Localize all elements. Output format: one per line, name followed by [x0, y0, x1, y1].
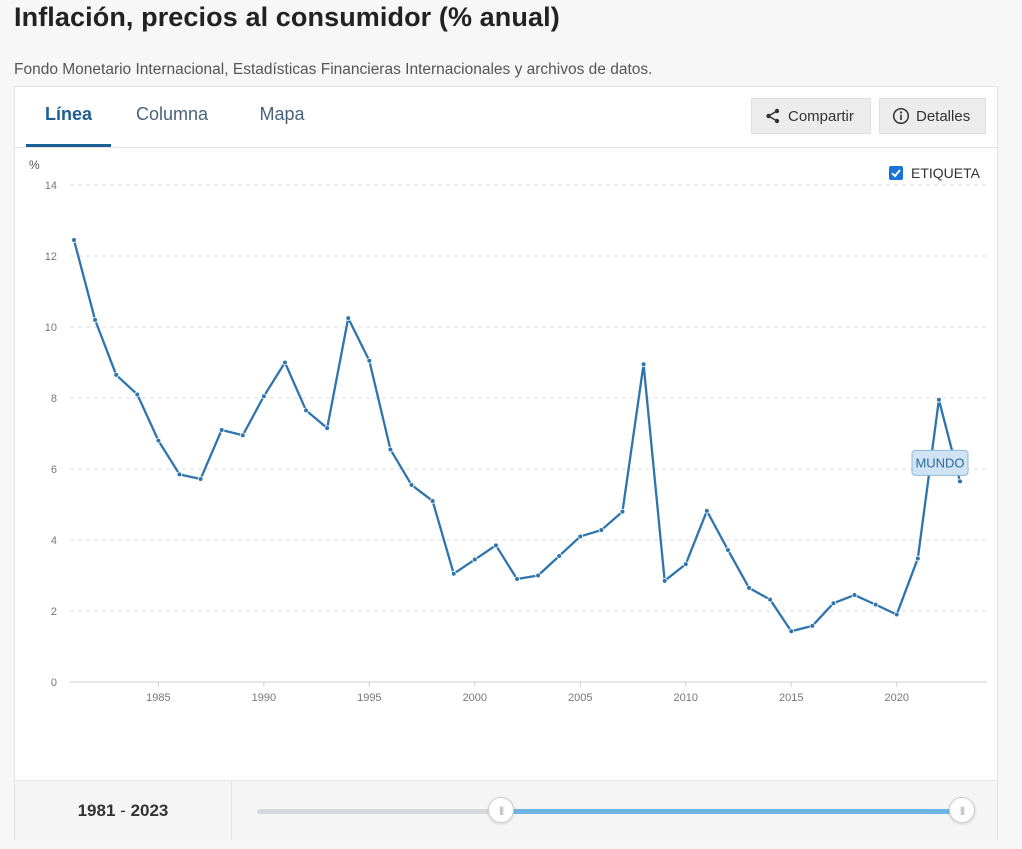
data-point: [282, 359, 288, 366]
info-icon: [892, 107, 910, 125]
data-point: [387, 446, 394, 453]
data-point: [725, 547, 731, 553]
data-point: [134, 391, 141, 398]
label-checkbox[interactable]: [889, 166, 903, 180]
data-point: [450, 570, 457, 577]
range-separator: -: [120, 801, 126, 820]
data-point: [261, 393, 267, 400]
data-point: [324, 425, 330, 431]
chart-card: Línea Columna Mapa Compartir: [14, 86, 998, 840]
data-point: [788, 628, 795, 635]
data-point: [577, 533, 584, 540]
x-tick-label: 2005: [568, 692, 592, 704]
y-tick-label: 6: [51, 464, 57, 476]
range-footer: 1981 - 2023 ||| |||: [15, 780, 997, 840]
tab-line[interactable]: Línea: [26, 87, 111, 147]
data-point: [661, 578, 668, 584]
share-button[interactable]: Compartir: [751, 98, 871, 134]
line-chart: % 0 2 4 6 8 10 12 14 1985 1990 1995 2000 2005 2010 2015…: [29, 158, 987, 704]
data-point: [640, 361, 647, 368]
data-point: [303, 407, 309, 414]
share-icon: [764, 107, 782, 125]
y-tick-label: 0: [51, 677, 57, 689]
data-point: [71, 237, 77, 243]
data-point: [176, 471, 183, 478]
range-handle-end[interactable]: |||: [949, 797, 975, 823]
data-point: [366, 357, 373, 364]
data-point: [429, 498, 436, 504]
data-point: [514, 576, 520, 582]
x-tick-label: 1995: [357, 692, 381, 704]
y-tick-label: 10: [45, 322, 57, 334]
data-point: [767, 596, 773, 603]
data-point: [345, 315, 352, 321]
data-point: [851, 592, 858, 598]
tab-map[interactable]: Mapa: [259, 104, 305, 124]
data-point: [809, 623, 816, 629]
data-point: [556, 553, 562, 559]
x-tick-label: 1985: [146, 692, 170, 704]
data-point: [872, 601, 879, 608]
details-label: Detalles: [916, 107, 971, 125]
range-start: 1981: [77, 801, 116, 820]
data-point: [408, 482, 415, 488]
data-point: [197, 476, 204, 482]
data-point: [915, 555, 921, 562]
y-tick-label: 12: [45, 251, 57, 263]
data-point: [92, 317, 98, 323]
data-point: [746, 585, 752, 591]
series-label-box: [911, 449, 969, 476]
data-point: [239, 432, 246, 439]
data-point: [619, 508, 626, 515]
data-point: [893, 611, 900, 618]
x-tick-label: 2010: [674, 692, 698, 704]
range-slider-fill: [501, 809, 962, 814]
range-label: 1981 - 2023: [15, 781, 232, 840]
data-point: [472, 556, 478, 563]
data-point: [830, 600, 837, 606]
y-tick-label: 4: [51, 535, 57, 547]
y-tick-label: 8: [51, 393, 57, 405]
data-point: [936, 396, 942, 403]
data-point: [493, 542, 499, 549]
details-button[interactable]: Detalles: [879, 98, 986, 134]
page-subtitle: Fondo Monetario Internacional, Estadísti…: [14, 61, 653, 78]
data-point: [682, 561, 689, 567]
data-point: [113, 372, 119, 378]
check-icon: [891, 169, 901, 178]
label-toggle-text: ETIQUETA: [911, 165, 980, 181]
x-tick-label: 1990: [252, 692, 276, 704]
data-point: [598, 527, 605, 533]
data-point: [218, 427, 225, 433]
series-line-mundo: [72, 239, 962, 633]
x-tick-label: 2020: [884, 692, 908, 704]
x-tick-label: 2000: [463, 692, 487, 704]
data-point: [535, 572, 541, 579]
data-point: [704, 508, 710, 514]
y-tick-label: 2: [51, 606, 57, 618]
share-label: Compartir: [788, 107, 854, 125]
tab-bar: Línea Columna Mapa Compartir: [15, 87, 997, 148]
data-point: [155, 437, 162, 444]
x-tick-label: 2015: [779, 692, 803, 704]
data-point: [957, 478, 963, 485]
range-end: 2023: [130, 801, 169, 820]
page-title: Inflación, precios al consumidor (% anua…: [14, 2, 560, 32]
series-label: MUNDO: [915, 455, 964, 470]
tab-column[interactable]: Columna: [135, 104, 209, 124]
range-handle-start[interactable]: |||: [488, 797, 515, 823]
y-axis-unit: %: [29, 158, 40, 172]
label-toggle[interactable]: ETIQUETA: [889, 164, 980, 182]
y-tick-label: 14: [45, 180, 57, 192]
